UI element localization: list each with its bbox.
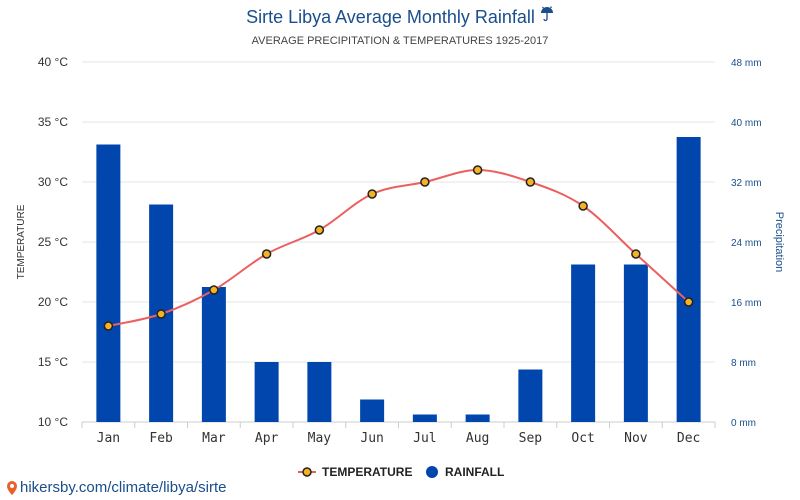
rainfall-bar <box>518 369 543 422</box>
y2-tick-label: 0 mm <box>731 418 756 429</box>
temperature-point <box>209 285 219 295</box>
y-tick-label: 25 °C <box>38 235 68 249</box>
temperature-point <box>631 249 641 259</box>
y2-tick-label: 24 mm <box>731 238 762 249</box>
legend-rainfall-label: RAINFALL <box>445 465 504 479</box>
x-tick-label: Nov <box>624 431 648 446</box>
rainfall-bar <box>201 287 226 422</box>
y-tick-label: 40 °C <box>38 55 68 69</box>
y-tick-label: 30 °C <box>38 175 68 189</box>
temperature-point <box>103 321 114 331</box>
rainfall-bar <box>254 362 279 422</box>
x-tick-label: Apr <box>255 431 279 446</box>
temperature-point <box>261 249 272 259</box>
legend-rainfall-marker <box>426 466 438 478</box>
temperature-point <box>367 189 377 199</box>
y2-tick-label: 48 mm <box>731 58 762 69</box>
rainfall-bar <box>571 264 596 422</box>
umbrella-icon <box>540 6 553 22</box>
temperature-point <box>472 165 483 175</box>
legend-temperature-marker <box>302 467 312 477</box>
y2-axis-title: Precipitation <box>773 212 785 273</box>
temperature-point <box>525 177 536 187</box>
y2-tick-label: 16 mm <box>731 298 762 309</box>
rainfall-bar <box>307 362 332 422</box>
chart-title: Sirte Libya Average Monthly Rainfall <box>0 6 800 28</box>
temperature-point <box>683 297 694 307</box>
y-tick-label: 35 °C <box>38 115 68 129</box>
temperature-point <box>156 309 166 319</box>
y2-tick-label: 40 mm <box>731 118 762 129</box>
temperature-point <box>578 201 588 211</box>
y2-tick-label: 8 mm <box>731 358 756 369</box>
chart-subtitle: AVERAGE PRECIPITATION & TEMPERATURES 192… <box>251 35 549 47</box>
x-tick-label: Jan <box>97 431 120 446</box>
rainfall-bar <box>623 264 648 422</box>
rainfall-bar <box>96 144 121 422</box>
rainfall-bar <box>676 137 701 422</box>
rainfall-bar <box>465 414 490 422</box>
temperature-point <box>314 225 325 235</box>
y2-tick-label: 32 mm <box>731 178 762 189</box>
x-tick-label: May <box>308 431 332 446</box>
y-tick-label: 15 °C <box>38 355 68 369</box>
x-tick-label: Sep <box>519 431 543 446</box>
y-tick-label: 20 °C <box>38 295 68 309</box>
x-tick-label: Aug <box>466 431 489 446</box>
temperature-line <box>108 168 690 327</box>
y-axis-title: TEMPERATURE <box>16 204 27 279</box>
x-tick-label: Oct <box>571 431 594 446</box>
x-tick-label: Jul <box>413 431 436 446</box>
temperature-point <box>420 177 430 187</box>
x-tick-label: Dec <box>677 431 700 446</box>
x-tick-label: Feb <box>149 431 173 446</box>
rainfall-bar <box>360 399 385 422</box>
x-tick-label: Jun <box>360 431 383 446</box>
source-link[interactable]: hikersby.com/climate/libya/sirte <box>6 479 226 496</box>
y-tick-label: 10 °C <box>38 415 68 429</box>
rainfall-bar <box>412 414 437 422</box>
location-pin-icon <box>7 480 17 495</box>
x-tick-label: Mar <box>202 431 226 446</box>
chart-title-text: Sirte Libya Average Monthly Rainfall <box>246 7 535 27</box>
source-link-text: hikersby.com/climate/libya/sirte <box>20 479 227 496</box>
legend-temperature-label: TEMPERATURE <box>322 465 412 479</box>
